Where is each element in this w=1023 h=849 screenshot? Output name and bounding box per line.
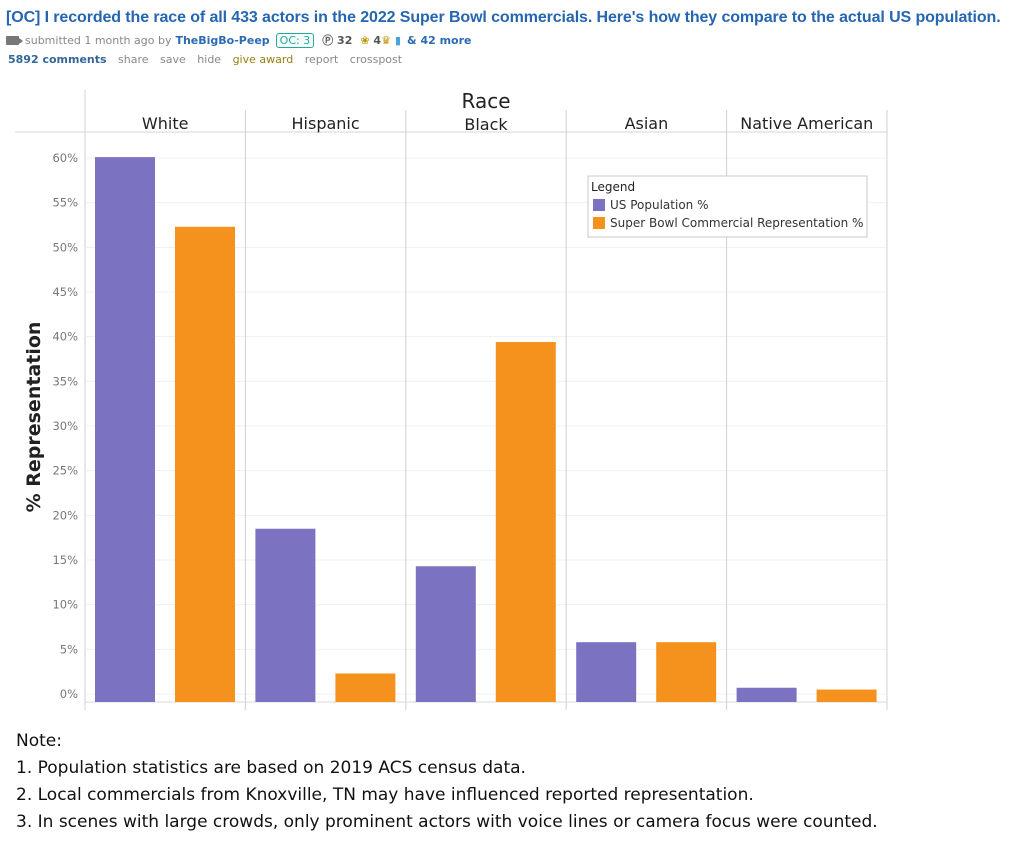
gold-award[interactable]: ❀ 4 (360, 34, 381, 47)
silver-award[interactable]: Ⓟ 32 (322, 32, 352, 48)
report-link[interactable]: report (304, 53, 339, 66)
legend-entry: US Population % (610, 198, 708, 212)
y-tick-label: 55% (52, 196, 78, 210)
y-tick-label: 0% (60, 687, 78, 701)
bar-super-bowl-hispanic (335, 673, 396, 702)
hide-link[interactable]: hide (197, 53, 222, 66)
race-bar-chart: Race White Hispanic Black Asian Native Americ… (15, 89, 888, 710)
bar-us-population-black (415, 566, 476, 702)
y-tick-label: 15% (52, 553, 78, 567)
bar-super-bowl-native-american (816, 689, 877, 702)
bar-us-population-white (95, 157, 155, 702)
note-item-2: 2. Local commercials from Knoxville, TN … (16, 785, 754, 805)
bar-us-population-asian (576, 642, 637, 702)
share-link[interactable]: share (118, 53, 149, 66)
y-tick-label: 30% (52, 419, 78, 433)
legend-title: Legend (591, 180, 635, 194)
note-item-3: 3. In scenes with large crowds, only pro… (16, 812, 878, 832)
legend-box (587, 175, 868, 238)
bar-super-bowl-asian (656, 642, 717, 702)
more-awards-link[interactable]: & 42 more (407, 33, 472, 47)
category-label: Native American (740, 114, 873, 133)
author-link[interactable]: TheBigBo-Peep (175, 33, 270, 47)
legend-entry: Super Bowl Commercial Representation % (610, 216, 863, 230)
y-tick-label: 60% (52, 151, 78, 165)
submitted-text: submitted 1 month ago by (25, 33, 172, 47)
bar-us-population-hispanic (255, 528, 316, 702)
y-tick-label: 35% (52, 374, 78, 388)
notes: Note: 1. Population statistics are based… (16, 728, 878, 836)
bar-super-bowl-white (175, 226, 235, 702)
category-label: White (142, 114, 189, 133)
post-actions: 5892 comments share save hide give award… (8, 53, 410, 66)
y-tick-label: 20% (52, 508, 78, 522)
y-tick-label: 45% (52, 285, 78, 299)
user-flair: OC: 3 (275, 32, 315, 48)
y-tick-label: 5% (60, 642, 78, 656)
category-label: Black (464, 115, 508, 134)
bars-award-icon[interactable]: ▮ (394, 33, 402, 47)
y-tick-label: 10% (52, 598, 78, 612)
category-label: Asian (625, 114, 669, 133)
silver-award-icon: Ⓟ (322, 34, 334, 47)
legend-swatch (593, 199, 605, 211)
post-title[interactable]: [OC] I recorded the race of all 433 acto… (6, 9, 1001, 26)
video-icon (6, 35, 23, 45)
legend-swatch (593, 217, 605, 229)
gold-award-icon: ❀ (360, 33, 370, 47)
crosspost-link[interactable]: crosspost (349, 53, 403, 66)
trophy-award-icon[interactable]: ♛ (381, 33, 391, 47)
chart-title: Race (461, 89, 510, 113)
y-tick-label: 40% (52, 330, 78, 344)
y-tick-label: 25% (52, 464, 78, 478)
silver-award-count: 32 (337, 34, 353, 47)
comments-link[interactable]: 5892 comments (8, 53, 107, 66)
save-link[interactable]: save (160, 53, 186, 66)
y-axis-label: % Representation (23, 322, 45, 513)
note-item-1: 1. Population statistics are based on 20… (16, 758, 526, 778)
give-award-link[interactable]: give award (232, 53, 294, 66)
notes-heading: Note: (16, 731, 62, 751)
bar-super-bowl-black (495, 342, 556, 702)
category-label: Hispanic (292, 114, 360, 133)
gold-award-count: 4 (373, 33, 382, 47)
post-meta: submitted 1 month ago by TheBigBo-Peep O… (6, 32, 471, 48)
y-tick-label: 50% (52, 240, 78, 254)
bar-us-population-native-american (736, 687, 797, 702)
